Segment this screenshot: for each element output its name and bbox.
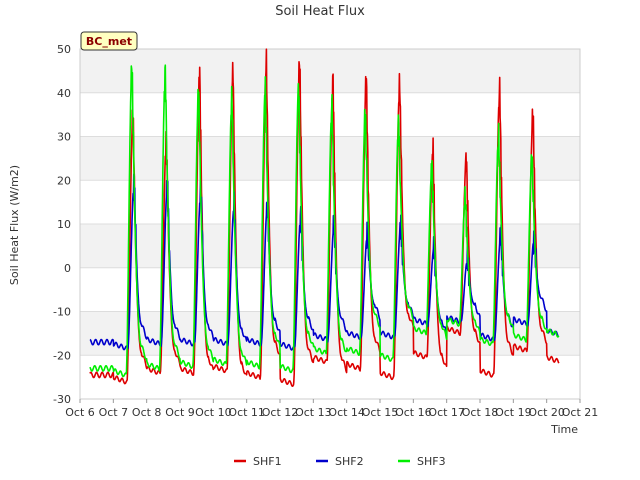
series-line-shf3 [89,64,560,378]
x-tick-label: Oct 8 [132,406,162,419]
x-tick-label: Oct 18 [462,406,499,419]
legend-label-shf3: SHF3 [417,455,446,468]
plot-band [80,355,580,399]
y-tick-label: 20 [57,174,71,187]
badge-label: BC_met [86,35,132,48]
x-tick-label: Oct 14 [328,406,365,419]
series-layer [89,48,560,387]
x-tick-label: Oct 12 [262,406,299,419]
x-tick-label: Oct 20 [528,406,565,419]
y-tick-label: 10 [57,218,71,231]
x-tick-label: Oct 9 [165,406,195,419]
x-tick-label: Oct 17 [428,406,465,419]
plot-frame [79,48,581,400]
y-tick-label: -20 [53,349,71,362]
x-tick-label: Oct 10 [195,406,232,419]
x-tick-label: Oct 15 [362,406,399,419]
y-tick-label: 30 [57,131,71,144]
plot-band [80,49,580,93]
x-tick-label: Oct 7 [99,406,129,419]
x-tick-label: Oct 6 [65,406,95,419]
legend: SHF1 SHF2 SHF3 [234,455,446,468]
x-axis-label: Time [550,423,578,436]
x-tick-label: Oct 13 [295,406,332,419]
x-tick-label: Oct 21 [562,406,599,419]
x-tick-label: Oct 16 [395,406,432,419]
y-axis-label: Soil Heat Flux (W/m2) [8,165,21,285]
y-tick-label: -10 [53,306,71,319]
x-tick-label: Oct 11 [228,406,265,419]
y-tick-label: 0 [64,262,71,275]
chart-title: Soil Heat Flux [275,4,365,19]
legend-label-shf2: SHF2 [335,455,364,468]
y-tick-label: -30 [53,393,71,406]
badge-box [80,31,138,51]
x-tick-label: Oct 19 [495,406,532,419]
y-axis-ticks: -30 -20 -10 0 10 20 30 40 50 [53,43,71,406]
station-badge: BC_met [80,31,138,51]
y-tick-label: 50 [57,43,71,56]
y-tick-label: 40 [57,87,71,100]
legend-label-shf1: SHF1 [253,455,282,468]
